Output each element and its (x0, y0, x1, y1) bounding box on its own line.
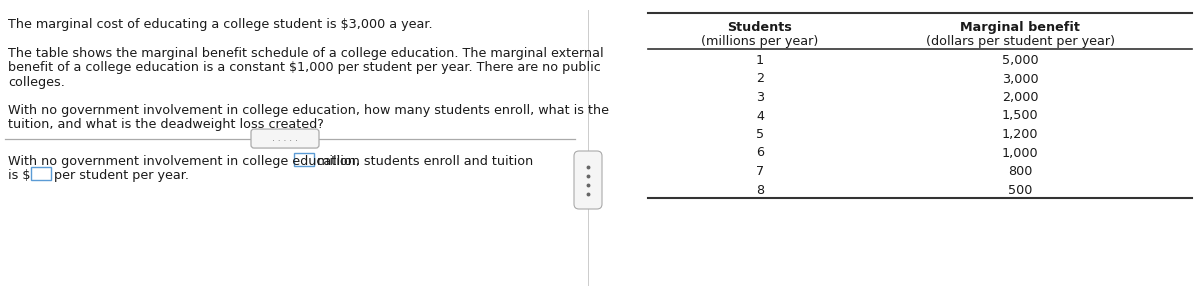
Text: colleges.: colleges. (8, 76, 65, 89)
Text: 8: 8 (756, 183, 764, 196)
Text: 2,000: 2,000 (1002, 91, 1038, 104)
Text: The table shows the marginal benefit schedule of a college education. The margin: The table shows the marginal benefit sch… (8, 47, 604, 60)
Text: With no government involvement in college education,: With no government involvement in colleg… (8, 155, 360, 168)
Text: Marginal benefit: Marginal benefit (960, 21, 1080, 34)
Text: . . . . .: . . . . . (272, 134, 298, 143)
Text: million students enroll and tuition: million students enroll and tuition (318, 155, 534, 168)
Text: 2: 2 (756, 73, 764, 86)
FancyBboxPatch shape (574, 151, 602, 209)
Text: 500: 500 (1008, 183, 1032, 196)
Text: 5,000: 5,000 (1002, 54, 1038, 67)
Text: 800: 800 (1008, 165, 1032, 178)
FancyBboxPatch shape (251, 129, 319, 148)
Text: Students: Students (727, 21, 792, 34)
Text: 1: 1 (756, 54, 764, 67)
Text: (dollars per student per year): (dollars per student per year) (925, 35, 1115, 48)
Text: 1,500: 1,500 (1002, 109, 1038, 122)
Text: The marginal cost of educating a college student is $3,000 a year.: The marginal cost of educating a college… (8, 18, 433, 31)
FancyBboxPatch shape (294, 153, 314, 165)
Text: 4: 4 (756, 109, 764, 122)
Text: 1,000: 1,000 (1002, 147, 1038, 160)
Text: 7: 7 (756, 165, 764, 178)
Text: (millions per year): (millions per year) (701, 35, 818, 48)
Text: 5: 5 (756, 128, 764, 141)
Text: 3: 3 (756, 91, 764, 104)
Text: 3,000: 3,000 (1002, 73, 1038, 86)
FancyBboxPatch shape (31, 167, 50, 180)
Text: With no government involvement in college education, how many students enroll, w: With no government involvement in colleg… (8, 104, 610, 117)
Text: per student per year.: per student per year. (54, 169, 188, 182)
Text: is $: is $ (8, 169, 30, 182)
Text: 6: 6 (756, 147, 764, 160)
Text: tuition, and what is the deadweight loss created?: tuition, and what is the deadweight loss… (8, 118, 324, 131)
Text: benefit of a college education is a constant $1,000 per student per year. There : benefit of a college education is a cons… (8, 61, 601, 75)
Text: 1,200: 1,200 (1002, 128, 1038, 141)
